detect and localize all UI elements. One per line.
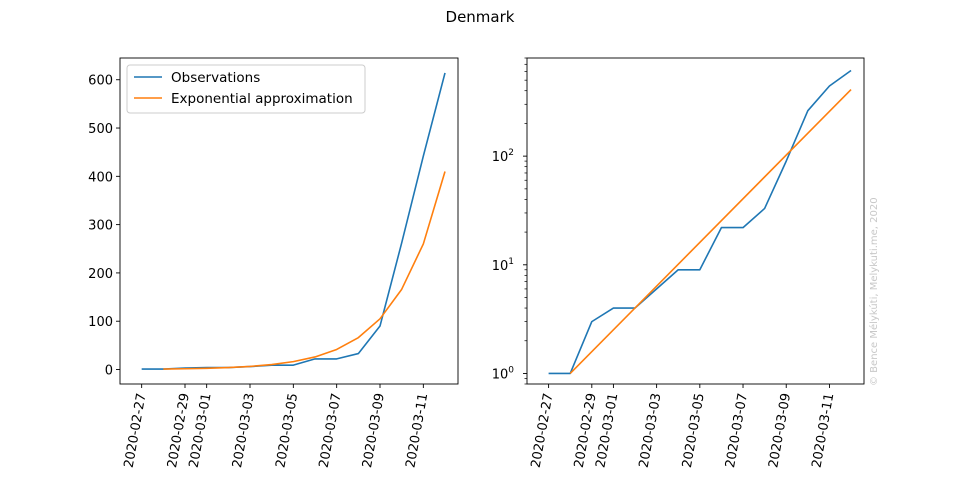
x-tick-label: 2020-02-27 <box>529 392 557 469</box>
legend: Observations Exponential approximation <box>126 64 366 114</box>
series-line-exponential-approximation <box>569 88 852 375</box>
series-line-observations <box>548 69 852 375</box>
x-tick-label: 2020-03-03 <box>637 392 665 469</box>
y-tick-label: 200 <box>88 267 113 282</box>
axes-frame <box>119 57 459 385</box>
x-tick-label: 2020-03-05 <box>680 392 708 469</box>
x-tick-label: 2020-03-03 <box>230 392 258 469</box>
y-tick-label: 100 <box>492 365 515 382</box>
series-line-observations <box>141 72 446 370</box>
legend-label: Exponential approximation <box>171 91 353 107</box>
x-tick-label: 2020-02-27 <box>122 392 150 469</box>
y-tick-label: 400 <box>88 170 113 185</box>
legend-box <box>126 64 366 114</box>
y-tick-label: 0 <box>105 364 113 379</box>
x-tick-label: 2020-03-07 <box>723 392 751 469</box>
y-tick-label: 101 <box>492 257 514 274</box>
legend-label: Observations <box>171 70 260 86</box>
x-tick-label: 2020-03-05 <box>273 392 301 469</box>
y-tick-label: 300 <box>88 219 113 234</box>
x-tick-label: 2020-03-11 <box>403 392 431 469</box>
x-tick-label: 2020-03-09 <box>360 392 388 469</box>
x-tick-label: 2020-03-11 <box>809 392 837 469</box>
axes-frame <box>526 57 865 385</box>
y-tick-label: 100 <box>88 315 113 330</box>
y-tick-label: 600 <box>88 74 113 89</box>
series-line-exponential-approximation <box>163 171 446 370</box>
x-tick-label: 2020-03-09 <box>766 392 794 469</box>
y-tick-label: 102 <box>492 148 514 165</box>
watermark: © Bence Mélykúti, Melykuti.me, 2020 <box>868 197 880 386</box>
x-tick-label: 2020-03-07 <box>317 392 345 469</box>
figure-title: Denmark <box>446 8 515 26</box>
y-tick-label: 500 <box>88 122 113 137</box>
